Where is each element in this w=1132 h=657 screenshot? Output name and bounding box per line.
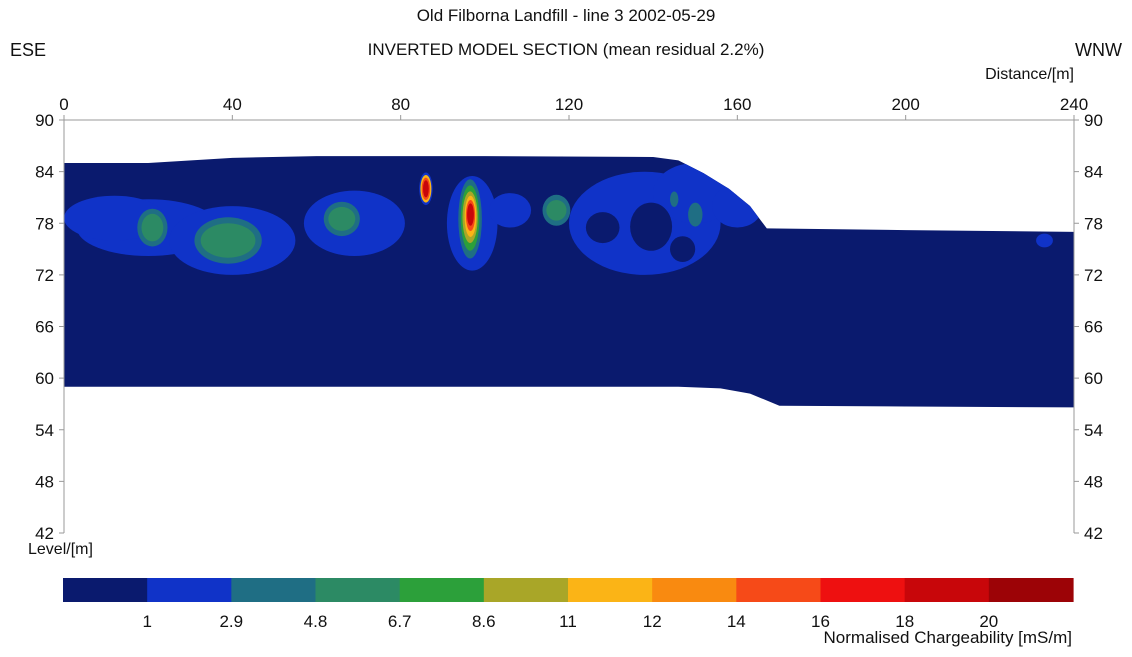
y-tick-label-right: 42 [1084,524,1103,543]
colorbar-tick-label: 2.9 [219,612,243,631]
colorbar-tick-label: 8.6 [472,612,496,631]
anomaly-teal-5 [688,202,703,227]
colorbar-swatch [147,578,232,602]
colorbar-swatch [315,578,401,602]
anomaly-teal-6 [670,191,679,207]
y-tick-label-right: 54 [1084,421,1103,440]
y-axis-title: Level/[m] [28,541,93,558]
spot-core [423,180,429,198]
x-tick-label: 160 [723,95,751,114]
y-tick-label-left: 90 [35,111,54,130]
anomaly-hole-2 [630,202,673,251]
y-tick-label-left: 72 [35,266,54,285]
colorbar-tick-label: 6.7 [388,612,412,631]
direction-label-left: ESE [10,40,47,60]
y-tick-label-left: 42 [35,524,54,543]
x-tick-label: 0 [59,95,68,114]
colorbar-tick-label: 11 [559,612,577,631]
chart-subtitle: INVERTED MODEL SECTION (mean residual 2.… [367,40,765,59]
colorbar-tick-label: 4.8 [304,612,328,631]
colorbar-tick-label: 16 [811,612,830,631]
anomaly-green-3 [328,206,356,231]
colorbar-swatch [231,578,317,602]
anomaly-blue-center-2 [489,193,532,228]
anomaly-blue-slope [712,184,763,228]
colorbar-swatch [736,578,822,602]
anomaly-green-2 [200,223,256,258]
y-tick-label-right: 66 [1084,318,1103,337]
anomaly-green-4 [546,200,567,221]
x-tick-label: 120 [555,95,583,114]
y-tick-label-right: 48 [1084,472,1103,491]
y-tick-label-right: 72 [1084,266,1103,285]
anomaly-green-1 [141,213,164,242]
colorbar-swatch [568,578,653,602]
colorbar-tick-label: 12 [643,612,662,631]
x-axis-title: Distance/[m] [985,66,1074,83]
colorbar-tick-label: 18 [895,612,914,631]
colorbar-tick-label: 14 [727,612,746,631]
anomaly-hole-3 [670,236,696,262]
y-tick-label-left: 48 [35,472,54,491]
colorbar-swatch [63,578,148,602]
colorbar-tick-label: 1 [142,612,151,631]
x-tick-label: 240 [1060,95,1088,114]
anomaly-hole-1 [585,212,620,244]
colorbar-swatch [399,578,485,602]
anomaly-layer [64,163,1053,275]
colorbar-swatch [820,578,906,602]
y-tick-label-right: 60 [1084,369,1103,388]
x-tick-label: 40 [223,95,242,114]
y-tick-label-left: 78 [35,214,54,233]
colorbar-swatch [652,578,737,602]
y-tick-label-left: 66 [35,318,54,337]
colorbar-title: Normalised Chargeability [mS/m] [823,628,1072,647]
plume-core [467,203,474,226]
anomaly-blue-far-east [1036,233,1053,248]
colorbar-swatch [988,578,1074,602]
y-tick-label-right: 90 [1084,111,1103,130]
y-tick-label-right: 78 [1084,214,1103,233]
x-tick-label: 80 [391,95,410,114]
y-tick-label-left: 60 [35,369,54,388]
y-tick-label-left: 84 [35,163,54,182]
y-tick-label-left: 54 [35,421,54,440]
x-tick-label: 200 [891,95,919,114]
y-tick-label-right: 84 [1084,163,1103,182]
colorbar-swatch [483,578,569,602]
colorbar-swatch [904,578,990,602]
chart-title: Old Filborna Landfill - line 3 2002-05-2… [416,6,716,25]
colorbar-tick-label: 20 [979,612,998,631]
section-background [64,156,1074,408]
direction-label-right: WNW [1075,40,1122,60]
